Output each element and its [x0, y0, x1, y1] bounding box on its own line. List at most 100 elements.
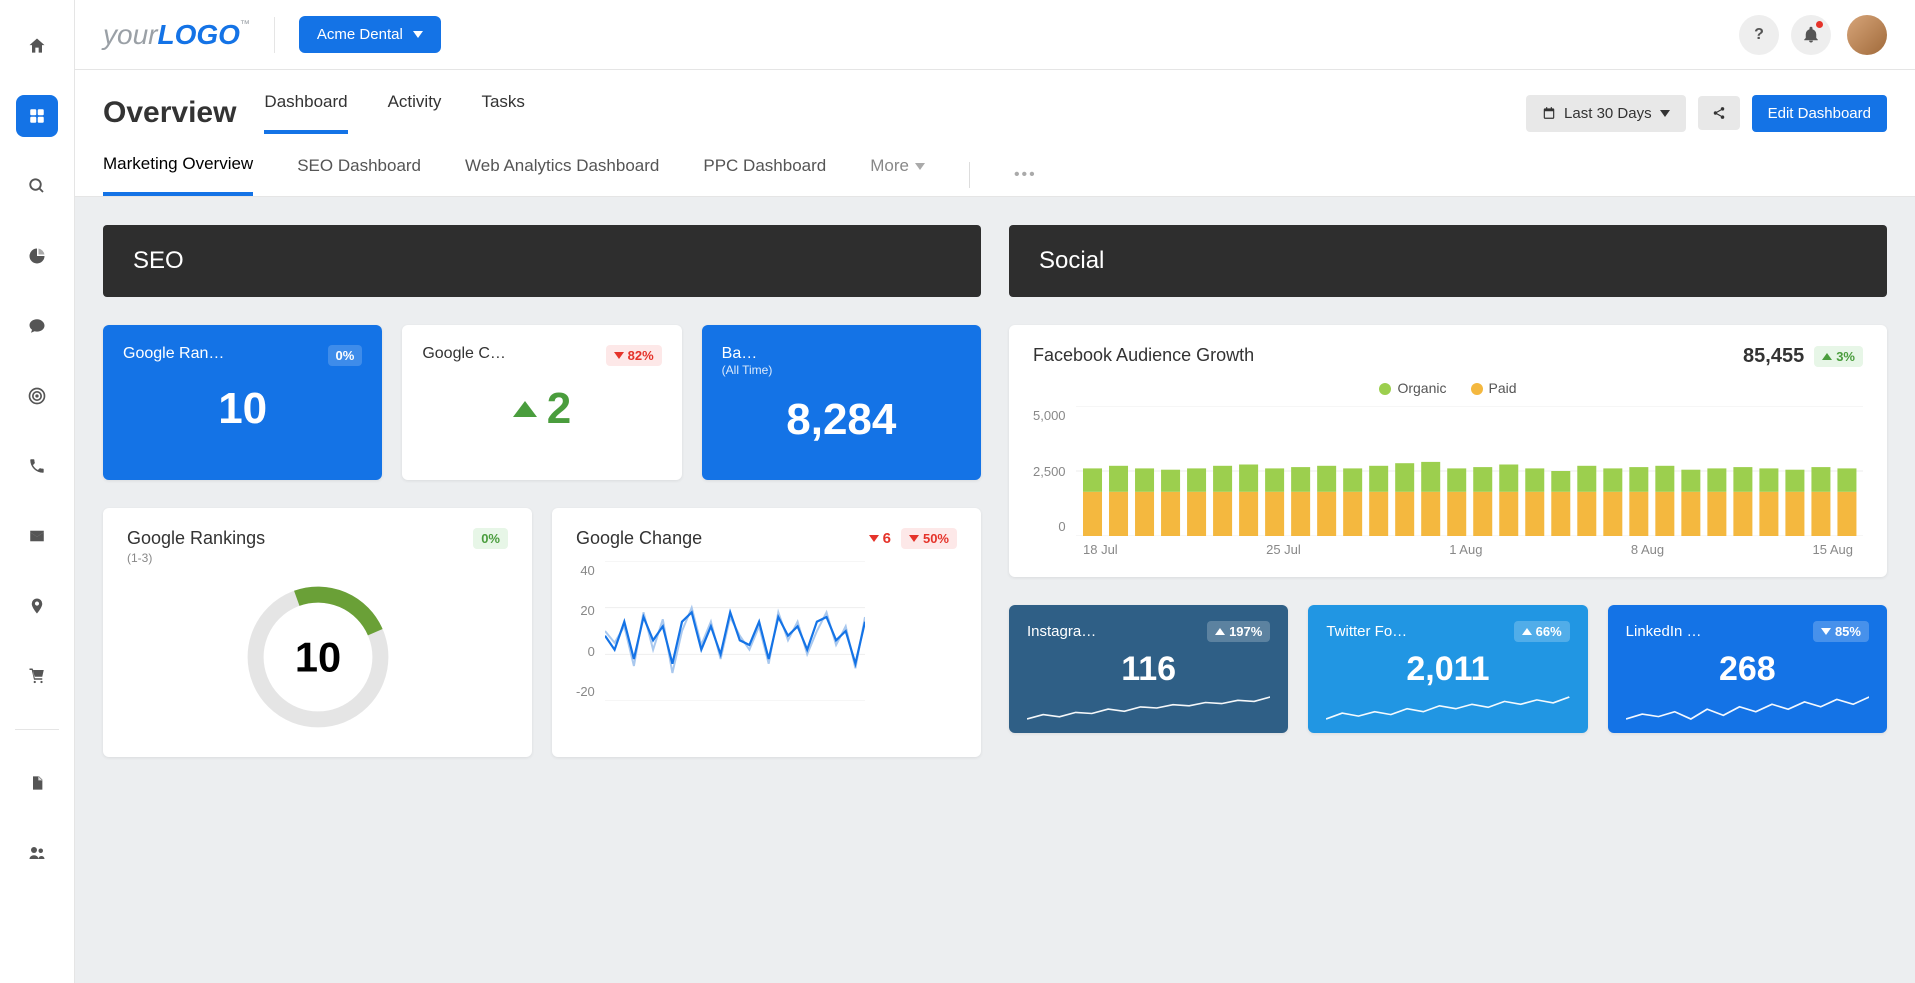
logo-part1: your	[103, 19, 157, 50]
nav-calls-icon[interactable]	[16, 445, 58, 487]
nav-mail-icon[interactable]	[16, 515, 58, 557]
mini-linkedin[interactable]: LinkedIn … 85% 268	[1608, 605, 1887, 733]
tab-tasks[interactable]: Tasks	[481, 92, 524, 134]
nav-divider	[15, 729, 59, 730]
caret-up-icon	[1822, 353, 1832, 360]
page-title: Overview	[103, 96, 236, 130]
nav-goals-icon[interactable]	[16, 375, 58, 417]
secondary-tabs-divider	[969, 162, 970, 188]
nav-users-icon[interactable]	[16, 832, 58, 874]
logo: yourLOGO™	[103, 19, 250, 51]
card-badge: 0%	[473, 528, 508, 549]
line-chart	[605, 561, 865, 701]
card-badge: 3%	[1814, 346, 1863, 367]
avatar[interactable]	[1847, 15, 1887, 55]
seo-section-header: SEO	[103, 225, 981, 297]
tile-title: Backlinks	[722, 345, 763, 363]
caret-up-icon	[1215, 628, 1225, 635]
tile-backlinks[interactable]: Backlinks (All Time) 8,284	[702, 325, 981, 480]
card-facebook-growth: Facebook Audience Growth 85,455 3% Organ…	[1009, 325, 1887, 577]
card-subtitle: (1-3)	[127, 551, 265, 565]
tile-google-change[interactable]: Google C… 82% 2	[402, 325, 681, 480]
share-icon	[1712, 106, 1726, 120]
card-title: Google Change	[576, 528, 702, 549]
tab-activity[interactable]: Activity	[388, 92, 442, 134]
card-badge: 50%	[901, 528, 957, 549]
card-title: Facebook Audience Growth	[1033, 345, 1254, 366]
tile-value: 8,284	[722, 395, 961, 445]
primary-tabs: Dashboard Activity Tasks	[264, 92, 524, 134]
nav-home-icon[interactable]	[16, 25, 58, 67]
edit-dashboard-button[interactable]: Edit Dashboard	[1752, 95, 1887, 132]
mini-value: 2,011	[1326, 650, 1569, 689]
mini-value: 268	[1626, 650, 1869, 689]
nav-files-icon[interactable]	[16, 762, 58, 804]
sparkline	[1626, 693, 1869, 723]
nav-reports-icon[interactable]	[16, 235, 58, 277]
tile-badge: 82%	[606, 345, 662, 366]
nav-comments-icon[interactable]	[16, 305, 58, 347]
bell-icon	[1802, 26, 1820, 44]
sparkline	[1027, 693, 1270, 723]
mini-badge: 197%	[1207, 621, 1270, 642]
caret-down-icon	[614, 352, 624, 359]
legend-dot	[1471, 383, 1483, 395]
calendar-icon	[1542, 106, 1556, 120]
legend-dot	[1379, 383, 1391, 395]
svg-text:10: 10	[294, 633, 340, 680]
sparkline	[1326, 693, 1569, 723]
caret-down-icon	[869, 535, 879, 542]
side-nav	[0, 0, 75, 983]
stacked-bar-chart	[1076, 406, 1863, 536]
edit-dashboard-label: Edit Dashboard	[1768, 105, 1871, 122]
chart-legend: Organic Paid	[1033, 380, 1863, 396]
page-header: Overview Dashboard Activity Tasks Last 3…	[75, 70, 1915, 134]
caret-up-icon	[513, 401, 537, 417]
chevron-down-icon	[915, 163, 925, 170]
chevron-down-icon	[1660, 110, 1670, 117]
share-button[interactable]	[1698, 96, 1740, 130]
caret-up-icon	[1522, 628, 1532, 635]
tile-badge: 0%	[328, 345, 363, 366]
nav-dashboard-icon[interactable]	[16, 95, 58, 137]
tile-google-rankings[interactable]: Google Ran… 0% 10	[103, 325, 382, 480]
nav-commerce-icon[interactable]	[16, 655, 58, 697]
secondary-tabs: Marketing Overview SEO Dashboard Web Ana…	[75, 134, 1915, 197]
tab-ppc-dashboard[interactable]: PPC Dashboard	[703, 156, 826, 194]
tab-marketing-overview[interactable]: Marketing Overview	[103, 154, 253, 196]
mini-title: Twitter Fo…	[1326, 623, 1407, 640]
date-range-picker[interactable]: Last 30 Days	[1526, 95, 1686, 132]
topbar-divider	[274, 17, 275, 53]
mini-instagram[interactable]: Instagra… 197% 116	[1009, 605, 1288, 733]
mini-value: 116	[1027, 650, 1270, 689]
card-title: Google Rankings	[127, 528, 265, 549]
secondary-tabs-menu[interactable]: •••	[1014, 166, 1037, 184]
mini-title: LinkedIn …	[1626, 623, 1702, 640]
tab-dashboard[interactable]: Dashboard	[264, 92, 347, 134]
org-picker-label: Acme Dental	[317, 26, 403, 43]
gauge-chart: 10	[223, 577, 413, 737]
content: SEO Google Ran… 0% 10 Google C… 82%	[75, 197, 1915, 983]
card-delta: 6	[869, 530, 891, 547]
logo-part2: LOGO	[157, 19, 239, 50]
nav-location-icon[interactable]	[16, 585, 58, 627]
caret-down-icon	[909, 535, 919, 542]
mini-twitter[interactable]: Twitter Fo… 66% 2,011	[1308, 605, 1587, 733]
card-stat: 85,455	[1743, 345, 1804, 368]
org-picker[interactable]: Acme Dental	[299, 16, 441, 53]
tab-more[interactable]: More	[870, 156, 925, 194]
mini-badge: 66%	[1514, 621, 1570, 642]
notifications-button[interactable]	[1791, 15, 1831, 55]
more-label: More	[870, 156, 909, 176]
tile-value: 10	[123, 384, 362, 434]
date-range-label: Last 30 Days	[1564, 105, 1652, 122]
help-button[interactable]: ?	[1739, 15, 1779, 55]
chevron-down-icon	[413, 31, 423, 38]
tab-seo-dashboard[interactable]: SEO Dashboard	[297, 156, 421, 194]
tile-value: 2	[422, 384, 661, 434]
card-google-rankings: Google Rankings (1-3) 0% 10	[103, 508, 532, 757]
notification-dot	[1816, 21, 1823, 28]
nav-search-icon[interactable]	[16, 165, 58, 207]
card-google-change: Google Change 6 50% 40 20 0 -20	[552, 508, 981, 757]
tab-web-analytics[interactable]: Web Analytics Dashboard	[465, 156, 659, 194]
